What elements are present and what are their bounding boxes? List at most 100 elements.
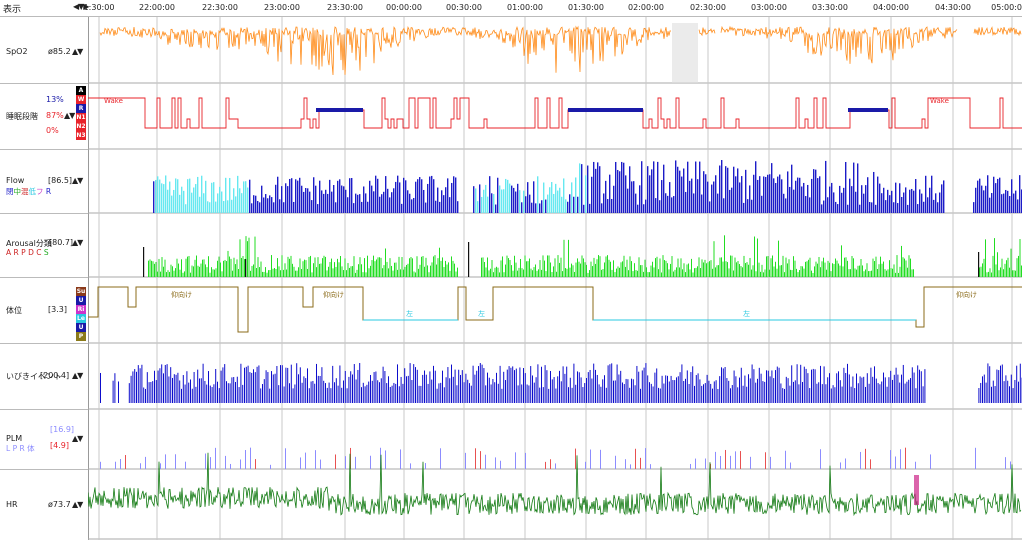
arousal-event-bar — [748, 264, 749, 277]
flow-event-bar — [563, 178, 565, 213]
snore-event-bar — [1016, 365, 1018, 403]
arousal-event-bar — [326, 270, 328, 277]
flow-event-bar — [219, 186, 221, 213]
snore-event-bar — [190, 379, 191, 403]
snore-event-bar — [665, 375, 667, 403]
flow-event-bar — [903, 192, 905, 213]
arousal-event-bar — [251, 265, 253, 277]
snore-event-bar — [551, 379, 553, 403]
spo2-scale-arrows[interactable]: ▲▼ — [72, 47, 83, 56]
flow-scale-arrows[interactable]: ▲▼ — [72, 176, 83, 185]
arousal-event-bar — [718, 265, 719, 277]
flow-event-bar — [709, 201, 711, 213]
snore-event-bar — [287, 367, 289, 403]
plm-event-bar — [895, 456, 896, 469]
snore-scale-arrows[interactable]: ▲▼ — [72, 371, 83, 380]
flow-event-bar — [281, 186, 283, 213]
arousal-event-bar — [703, 262, 704, 277]
plm-event-bar — [100, 461, 101, 469]
snore-event-bar — [996, 369, 998, 403]
snore-event-bar — [627, 379, 629, 403]
snore-event-bar — [616, 364, 618, 403]
view-menu[interactable]: 表示 — [3, 5, 22, 15]
plm-event-bar — [515, 452, 516, 469]
flow-event-bar — [569, 194, 571, 213]
arousal-event-bar — [787, 263, 788, 277]
stage-level-w: W — [76, 95, 86, 104]
flow-event-bar — [443, 195, 445, 213]
snore-event-bar — [766, 370, 767, 403]
snore-event-bar — [762, 381, 764, 403]
flow-event-bar — [755, 161, 757, 213]
arousal-event-bar — [421, 256, 422, 277]
snore-event-bar — [605, 387, 607, 403]
flow-event-bar — [901, 197, 903, 213]
snore-event-bar — [242, 384, 244, 403]
snore-event-bar — [238, 387, 240, 403]
arousal-event-bar — [683, 263, 685, 277]
arousal-event-bar — [193, 266, 194, 277]
hr-scale-arrows[interactable]: ▲▼ — [72, 500, 83, 509]
arousal-event-bar — [913, 269, 914, 277]
arousal-event-bar — [622, 261, 623, 277]
flow-event-bar — [395, 181, 397, 213]
arousal-event-bar — [277, 258, 278, 277]
time-step-arrows[interactable]: ◀▼▶ — [73, 2, 90, 11]
arousal-event-bar — [166, 272, 167, 277]
flow-event-bar — [753, 174, 755, 213]
snore-event-bar — [292, 388, 294, 403]
arousal-event-bar — [761, 264, 763, 277]
snore-event-bar — [641, 370, 643, 403]
arousal-event-bar — [250, 270, 251, 277]
flow-event-bar — [215, 201, 217, 213]
arousal-scale-arrows[interactable]: ▲▼ — [72, 238, 83, 247]
arousal-event-bar — [664, 260, 665, 277]
polysomnography-plot[interactable]: 10070600300188012040WakeWake仰向け仰向け仰向け左左左 — [88, 17, 1022, 540]
flow-event-bar — [985, 185, 987, 213]
flow-event-bar — [153, 181, 155, 213]
arousal-marker — [978, 252, 980, 277]
snore-event-bar — [402, 383, 404, 403]
snore-event-bar — [533, 382, 535, 403]
arousal-event-bar — [980, 266, 982, 277]
arousal-event-bar — [215, 268, 217, 277]
hr-label-row: HR ø73.7 ▲▼ — [0, 469, 88, 539]
arousal-event-bar — [658, 269, 659, 277]
flow-event-bar — [311, 200, 313, 213]
plm-scale-arrows[interactable]: ▲▼ — [72, 434, 83, 443]
flow-event-bar — [837, 204, 839, 213]
flow-event-bar — [491, 193, 493, 213]
flow-event-bar — [661, 180, 663, 213]
flow-event-bar — [501, 189, 503, 213]
snore-event-bar — [209, 385, 211, 403]
snore-event-bar — [611, 363, 613, 403]
snore-event-bar — [568, 387, 569, 403]
flow-event-bar — [479, 184, 481, 213]
flow-event-bar — [549, 187, 551, 213]
arousal-event-bar — [589, 270, 590, 277]
snore-event-bar — [886, 386, 888, 403]
plm-event-bar — [555, 463, 556, 469]
arousal-event-bar — [679, 267, 680, 277]
snore-event-bar — [807, 373, 809, 403]
flow-event-bar — [777, 176, 779, 213]
arousal-event-bar — [280, 270, 281, 277]
snore-event-bar — [793, 381, 794, 403]
arousal-event-bar — [635, 270, 637, 277]
plm-event-bar — [900, 449, 901, 469]
arousal-event-bar — [548, 255, 550, 277]
snore-event-bar — [112, 380, 114, 403]
plm-event-bar — [890, 450, 891, 469]
flow-event-bar — [1005, 189, 1007, 213]
snore-event-bar — [614, 380, 616, 403]
arousal-event-bar — [869, 271, 871, 277]
snore-event-bar — [728, 380, 730, 403]
arousal-event-bar — [257, 257, 259, 277]
snore-event-bar — [811, 369, 812, 403]
plm-event-bar — [320, 459, 321, 469]
arousal-event-bar — [439, 247, 440, 277]
arousal-event-bar — [532, 270, 533, 277]
snore-event-bar — [679, 372, 681, 403]
stage-scale-arrows[interactable]: ▲▼ — [64, 111, 75, 120]
snore-event-bar — [688, 383, 690, 403]
